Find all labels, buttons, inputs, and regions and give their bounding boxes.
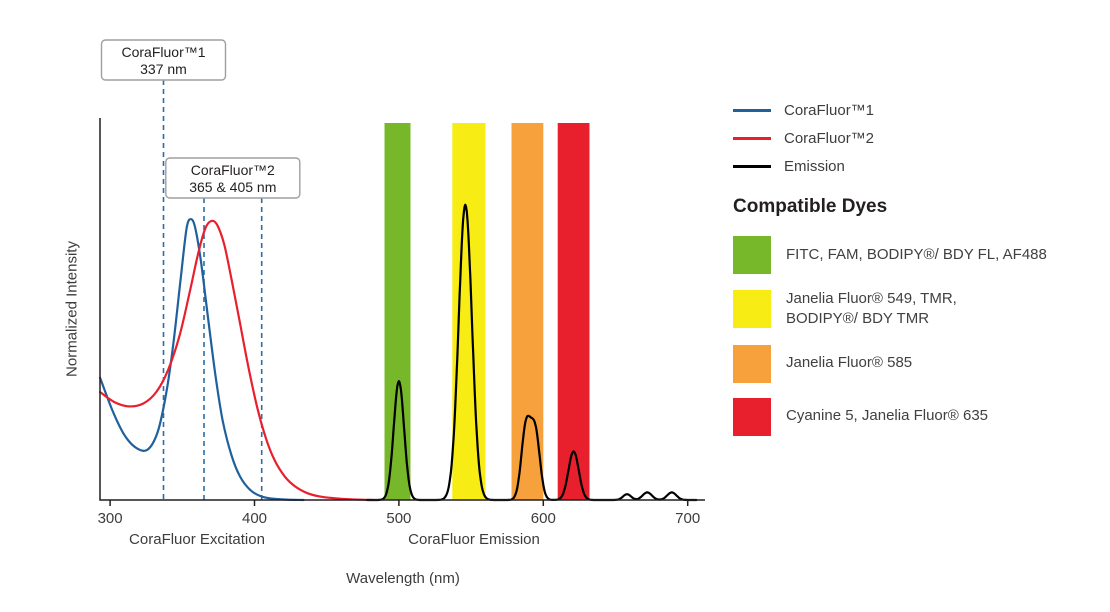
legend-panel: CoraFluor™1 CoraFluor™2 Emission Compati… (733, 101, 1105, 451)
dye-label-orange: Janelia Fluor® 585 (786, 353, 912, 373)
annotation-box-1 (100, 39, 227, 81)
legend-label-emission: Emission (784, 157, 845, 175)
annotation-title: CoraFluor™1 (121, 44, 205, 60)
series-legend: CoraFluor™1 CoraFluor™2 Emission (733, 101, 1105, 175)
dye-swatch-orange (733, 344, 771, 383)
compatible-dyes-heading: Compatible Dyes (733, 196, 888, 217)
dye-swatch-yellow (733, 290, 771, 329)
x-tick-label-300: 300 (98, 510, 123, 527)
legend-line-swatch-corafluor2 (733, 136, 771, 140)
x-axis-label: Wavelength (nm) (346, 570, 460, 587)
curve-corafluor2-excitation (98, 219, 374, 502)
dye-label-red: Cyanine 5, Janelia Fluor® 635 (786, 406, 988, 426)
dye-swatch-green (733, 236, 771, 274)
dye-item-green: FITC, FAM, BODIPY®/ BDY FL, AF488 (733, 236, 1105, 274)
filter-band-red (557, 123, 590, 500)
legend-entry-corafluor1: CoraFluor™1 (733, 101, 1105, 119)
x-tick-label-400: 400 (242, 510, 267, 527)
annotation-subtitle: 337 nm (140, 61, 187, 77)
x-tick-label-500: 500 (386, 510, 411, 527)
dye-label-line: BODIPY®/ BDY TMR (786, 310, 930, 328)
dye-item-red: Cyanine 5, Janelia Fluor® 635 (733, 397, 1105, 436)
dye-label-green: FITC, FAM, BODIPY®/ BDY FL, AF488 (786, 245, 1047, 265)
filter-band-green (384, 123, 411, 500)
legend-line-swatch-emission (733, 164, 771, 168)
annotation-subtitle: 365 & 405 nm (189, 179, 276, 195)
filter-band-yellow (452, 123, 486, 500)
dye-label-line: Janelia Fluor® 585 (786, 354, 913, 372)
legend-line-swatch-corafluor1 (733, 108, 771, 112)
annotation-box-2 (165, 157, 301, 199)
curve-corafluor1-excitation (98, 218, 305, 502)
x-region-label-emission: CoraFluor Emission (408, 531, 540, 548)
dye-label-line: Janelia Fluor® 549, TMR, (786, 290, 957, 307)
dye-label-line: FITC, FAM, BODIPY®/ BDY FL, AF488 (786, 245, 1047, 263)
dye-item-orange: Janelia Fluor® 585 (733, 344, 1105, 383)
dye-label-yellow: Janelia Fluor® 549, TMR, BODIPY®/ BDY TM… (786, 289, 957, 330)
y-axis-label: Normalized Intensity (63, 241, 81, 377)
dye-label-line: Cyanine 5, Janelia Fluor® 635 (786, 407, 989, 425)
dye-swatch-red (733, 397, 771, 436)
x-tick-label-600: 600 (531, 510, 556, 527)
annotation-title: CoraFluor™2 (191, 162, 275, 178)
x-tick-label-700: 700 (675, 510, 700, 527)
axes (99, 118, 705, 501)
legend-label-corafluor1: CoraFluor™1 (784, 101, 875, 119)
legend-label-corafluor2: CoraFluor™2 (784, 129, 875, 147)
dye-item-yellow: Janelia Fluor® 549, TMR, BODIPY®/ BDY TM… (733, 289, 1105, 330)
legend-entry-emission: Emission (733, 157, 1105, 175)
legend-entry-corafluor2: CoraFluor™2 (733, 129, 1105, 147)
x-region-label-excitation: CoraFluor Excitation (129, 531, 265, 548)
